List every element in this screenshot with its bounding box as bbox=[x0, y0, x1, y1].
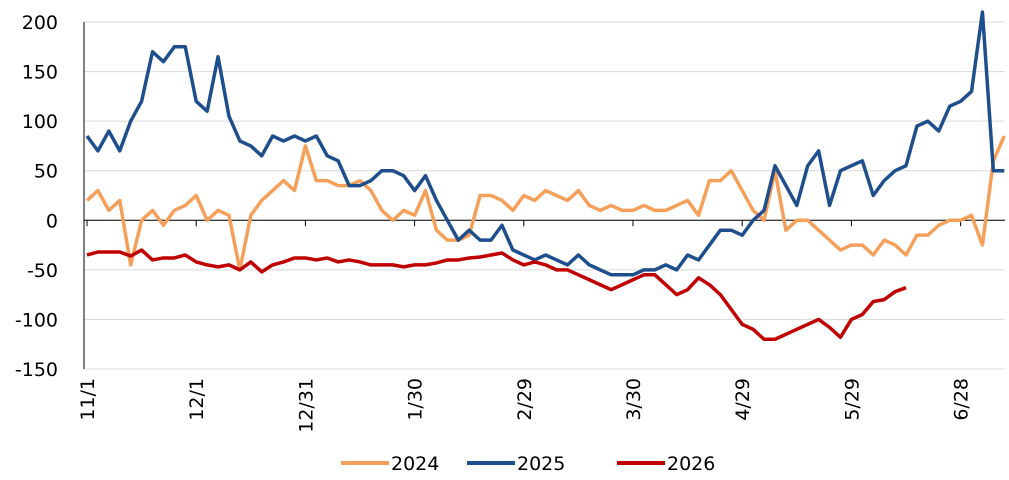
x-tick-label: 12/31 bbox=[295, 378, 317, 433]
x-tick-label: 5/29 bbox=[841, 378, 863, 421]
x-tick-label: 11/1 bbox=[77, 378, 99, 421]
series-line bbox=[85, 10, 1005, 277]
legend-label: 2025 bbox=[517, 453, 565, 475]
y-tick-label: 100 bbox=[22, 111, 58, 133]
x-tick-label: 3/30 bbox=[623, 378, 645, 421]
x-tick-label: 4/29 bbox=[732, 378, 754, 421]
legend-label: 2024 bbox=[391, 453, 439, 475]
y-tick-label: 150 bbox=[22, 62, 58, 84]
legend-label: 2026 bbox=[667, 453, 715, 475]
y-tick-label: -50 bbox=[27, 260, 58, 282]
series-line bbox=[85, 135, 1006, 272]
series-line bbox=[86, 248, 907, 342]
x-tick-label: 12/1 bbox=[186, 378, 208, 421]
x-tick-label: 1/30 bbox=[405, 378, 427, 421]
x-tick-label: 2/29 bbox=[514, 378, 536, 421]
y-tick-label: 0 bbox=[46, 210, 58, 232]
y-tick-label: 50 bbox=[34, 161, 58, 183]
x-tick-label: 6/28 bbox=[951, 378, 973, 421]
y-tick-label: -100 bbox=[15, 309, 58, 331]
y-tick-label: 200 bbox=[22, 12, 58, 34]
y-tick-label: -150 bbox=[15, 359, 58, 381]
